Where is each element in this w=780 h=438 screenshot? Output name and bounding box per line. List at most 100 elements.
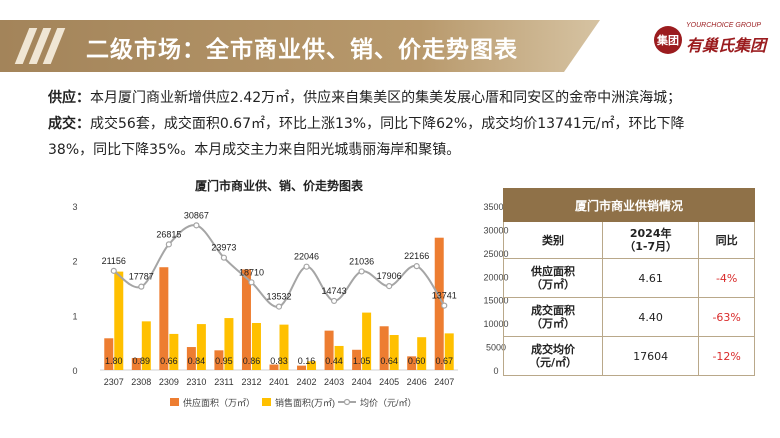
supply-sales-table: 厦门市商业供销情况 类别 2024年 （1-7月） 同比 供应面积 （万㎡） 4.6…	[503, 188, 755, 376]
sales-data-label: 0.84	[188, 356, 206, 366]
sales-data-label: 0.60	[408, 356, 426, 366]
y-left-tick-label: 0	[72, 366, 77, 376]
x-tick-label: 2401	[269, 377, 289, 387]
supply-bar	[297, 365, 307, 370]
y-right-tick-label: 20000	[483, 272, 508, 282]
price-point	[413, 263, 420, 270]
sales-bar	[334, 345, 344, 370]
price-data-label: 22046	[294, 252, 319, 262]
supply-bar	[159, 267, 169, 370]
col-header-category: 类别	[503, 221, 603, 259]
sales-bar	[141, 321, 151, 370]
price-point	[138, 283, 145, 290]
y-right-tick-label: 0	[493, 366, 498, 376]
row-value: 4.40	[601, 297, 700, 337]
sales-data-label: 1.05	[353, 356, 371, 366]
sales-bar	[251, 322, 261, 370]
supply-bar	[131, 357, 141, 370]
y-right-tick-label: 10000	[483, 319, 508, 329]
price-data-label: 30867	[184, 210, 209, 220]
x-tick-label: 2311	[214, 377, 233, 387]
x-tick-label: 2404	[352, 377, 372, 387]
sales-data-label: 0.95	[215, 356, 233, 366]
table-title: 厦门市商业供销情况	[503, 188, 755, 222]
sales-bar	[444, 333, 454, 370]
supply-bar	[186, 347, 196, 370]
table-row: 供应面积 （万㎡） 4.61 -4%	[503, 258, 755, 298]
row-label: 供应面积 （万㎡）	[503, 258, 603, 298]
legend-sales-swatch	[262, 398, 271, 406]
col-header-yoy: 同比	[698, 221, 755, 259]
sales-bar	[196, 324, 206, 370]
x-tick-label: 2310	[186, 377, 206, 387]
deal-summary-continued: 38%，同比下降35%。本月成交主力来自阳光城翡丽海岸和聚镇。	[48, 139, 460, 159]
x-tick-label: 2403	[324, 377, 344, 387]
title-banner	[0, 20, 600, 72]
sales-bar	[362, 312, 372, 370]
deal-summary: 成交：成交56套，成交面积0.67㎡，环比上涨13%，同比下降62%，成交均价1…	[48, 113, 684, 133]
sales-data-label: 0.66	[160, 356, 178, 366]
sales-data-label: 0.67	[435, 356, 453, 366]
sales-bar	[307, 361, 317, 370]
supply-summary: 供应：本月厦门商业新增供应2.42万㎡，供应来自集美区的集美发展心厝和同安区的金…	[48, 87, 681, 107]
price-point	[386, 282, 393, 290]
y-right-tick-label: 30000	[483, 225, 508, 235]
price-data-label: 17787	[129, 272, 154, 282]
sales-data-label: 0.44	[325, 356, 343, 366]
deal-label: 成交：	[48, 116, 90, 132]
table-row: 成交面积 （万㎡） 4.40 -63%	[503, 297, 755, 337]
sales-data-label: 0.86	[243, 356, 261, 366]
sales-bar	[224, 318, 234, 370]
sales-bar	[114, 271, 124, 370]
price-data-label: 23973	[211, 243, 236, 253]
row-yoy: -12%	[698, 336, 755, 376]
price-point	[110, 267, 117, 274]
sales-bar	[389, 335, 399, 370]
x-tick-label: 2402	[297, 377, 317, 387]
supply-bar	[214, 350, 224, 370]
col-header-period: 2024年 （1-7月）	[601, 221, 700, 259]
logo-mark-icon: 集团	[654, 26, 682, 54]
price-point	[303, 263, 310, 270]
supply-label: 供应：	[48, 90, 90, 106]
row-yoy: -63%	[698, 297, 755, 337]
y-right-tick-label: 15000	[483, 296, 508, 306]
logo-chinese-text: 有巢氏集团	[686, 36, 767, 55]
price-data-label: 17906	[377, 271, 402, 281]
x-tick-label: 2308	[131, 377, 151, 387]
page-title: 二级市场：全市商业供、销、价走势图表	[86, 37, 518, 63]
table-row: 成交均价 （元/㎡） 17604 -12%	[503, 336, 755, 376]
price-data-label: 21036	[349, 256, 374, 266]
price-point	[193, 222, 200, 229]
price-data-label: 21156	[102, 256, 126, 266]
row-value: 17604	[601, 336, 700, 376]
price-point	[220, 254, 228, 261]
x-tick-label: 2312	[241, 377, 261, 387]
legend-supply-swatch	[170, 398, 179, 406]
sales-bar	[169, 333, 179, 370]
row-yoy: -4%	[698, 258, 755, 298]
sales-data-label: 0.89	[133, 356, 151, 366]
x-tick-label: 2307	[104, 377, 124, 387]
price-point	[358, 268, 365, 275]
sales-data-label: 0.16	[298, 356, 316, 366]
y-right-tick-label: 35000	[483, 202, 508, 212]
supply-bar	[104, 338, 114, 370]
x-tick-label: 2405	[379, 377, 399, 387]
y-right-tick-label: 5000	[486, 343, 506, 353]
supply-bar	[241, 269, 251, 370]
price-point	[165, 241, 172, 248]
supply-bar	[434, 237, 444, 370]
y-left-tick-label: 2	[72, 257, 77, 267]
price-point	[441, 302, 448, 309]
legend-price-marker	[343, 398, 351, 406]
price-data-label: 22166	[404, 251, 429, 261]
row-label: 成交面积 （万㎡）	[503, 297, 603, 337]
supply-bar	[324, 330, 334, 370]
supply-text: 本月厦门商业新增供应2.42万㎡，供应来自集美区的集美发展心厝和同安区的金帝中洲…	[90, 90, 682, 106]
logo-english-text: YOURCHOICE GROUP	[686, 22, 762, 29]
price-point	[330, 297, 338, 305]
price-data-label: 14743	[322, 286, 347, 296]
deal-text-line-1: 成交56套，成交面积0.67㎡，环比上涨13%，同比下降62%，成交均价1374…	[90, 116, 685, 132]
